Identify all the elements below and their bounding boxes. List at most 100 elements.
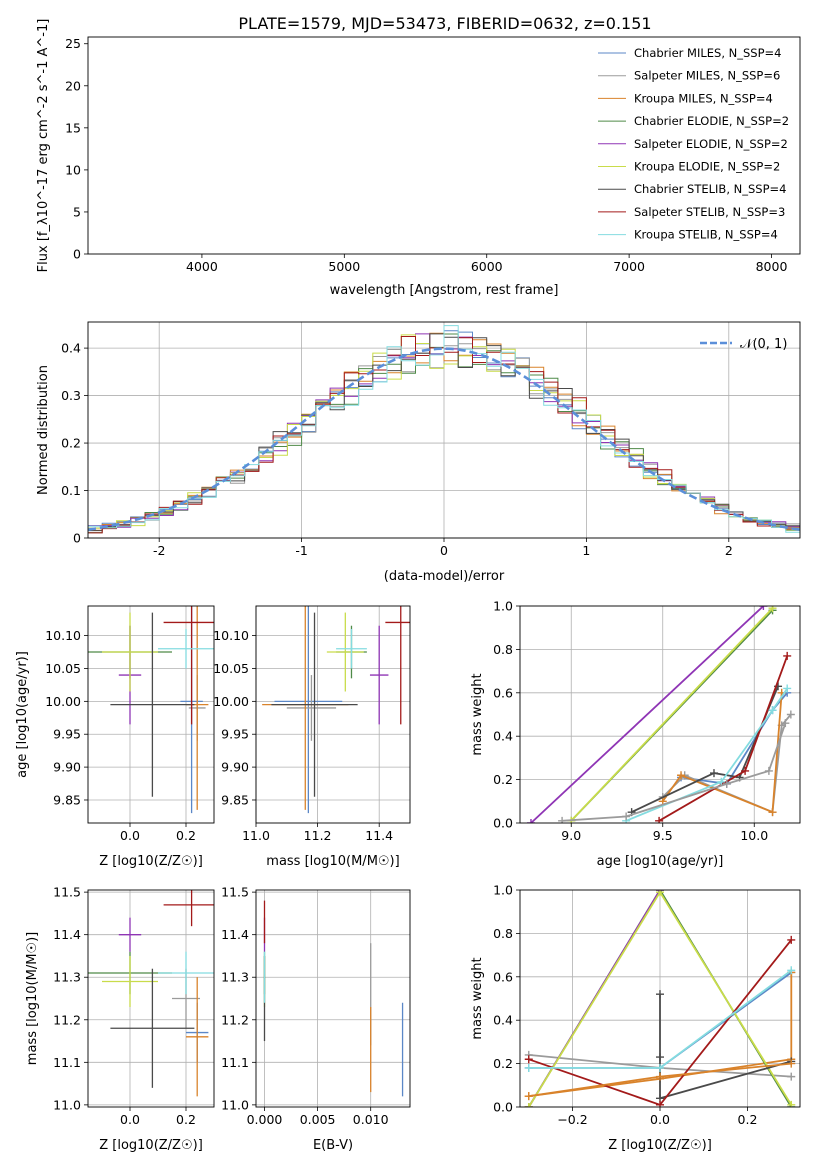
spectrum-ytick-label: 25 bbox=[65, 36, 81, 51]
weight_vs_age-line bbox=[661, 692, 783, 814]
mass_vs_Z-xlabel: Z [log10(Z/Z☉)] bbox=[99, 1138, 203, 1153]
weight_vs_Z-marker bbox=[656, 1100, 664, 1107]
spectrum-xtick-label: 7000 bbox=[613, 259, 645, 274]
mass_vs_ebv-ytick-label: 11.2 bbox=[221, 1012, 249, 1027]
mass_vs_ebv-plot-area bbox=[263, 900, 404, 1097]
weight_vs_age-frame bbox=[519, 605, 801, 824]
weight_vs_Z-plot-area bbox=[524, 890, 796, 1107]
weight_vs_Z-ytick-label: 0.8 bbox=[493, 926, 513, 941]
age_vs_mass-xtick-label: 11.2 bbox=[304, 828, 332, 843]
weight_vs_age-line bbox=[625, 687, 788, 822]
legend-label-8: Kroupa STELIB, N_SSP=4 bbox=[634, 228, 778, 242]
age_vs_Z-xlabel: Z [log10(Z/Z☉)] bbox=[99, 854, 203, 869]
weight_vs_age-marker bbox=[677, 771, 686, 780]
mass_vs_Z-ytick-label: 11.4 bbox=[53, 927, 81, 942]
mass_vs_Z-ytick-label: 11.0 bbox=[53, 1097, 81, 1112]
weight_vs_age-series-kroupa-elodie bbox=[567, 606, 777, 823]
mass_vs_Z-ytick-label: 11.1 bbox=[53, 1055, 81, 1070]
age_vs_Z-point-salpeter-stelib bbox=[163, 606, 214, 725]
spectrum-xtick-label: 6000 bbox=[471, 259, 503, 274]
weight_vs_age-marker bbox=[764, 766, 773, 775]
weight_vs_Z-xlabel: Z [log10(Z/Z☉)] bbox=[608, 1138, 712, 1153]
weight_vs_age-line bbox=[631, 685, 779, 813]
weight_vs_age-ytick-label: 0.0 bbox=[493, 816, 513, 831]
residuals-xtick-label: 2 bbox=[725, 543, 733, 558]
mass_vs_ebv-ytick-label: 11.0 bbox=[221, 1097, 249, 1112]
weight_vs_age-xtick-label: 9.0 bbox=[561, 828, 581, 843]
age_vs_Z-ytick-label: 10.10 bbox=[45, 628, 81, 643]
weight_vs_age-marker bbox=[717, 777, 726, 786]
mass_vs_ebv-xtick-label: 0.010 bbox=[353, 1112, 389, 1127]
mass_vs_Z-point-salpeter-stelib bbox=[163, 890, 214, 927]
weight_vs_Z-marker bbox=[787, 1072, 796, 1081]
weight_vs_age-marker bbox=[768, 706, 777, 715]
weight_vs_age-line bbox=[530, 606, 765, 823]
legend-label-2: Kroupa MILES, N_SSP=4 bbox=[634, 91, 773, 105]
spectrum-xtick-label: 5000 bbox=[328, 259, 360, 274]
age_vs_Z-point-chabrier-stelib bbox=[110, 612, 195, 797]
weight_vs_Z-xtick-label: 0.2 bbox=[738, 1112, 758, 1127]
weight_vs_age-series-chabrier-miles bbox=[677, 688, 792, 788]
residuals-ytick-label: 0.4 bbox=[61, 341, 81, 356]
mass_vs_ebv-ytick-label: 11.5 bbox=[221, 885, 249, 900]
weight_vs_age-ytick-label: 0.6 bbox=[493, 685, 513, 700]
weight_vs_Z-series-kroupa-miles bbox=[524, 1059, 796, 1101]
weight_vs_Z-marker bbox=[787, 1059, 796, 1068]
residuals-xtick-label: -1 bbox=[295, 543, 307, 558]
age_vs_Z-ytick-label: 10.00 bbox=[45, 694, 81, 709]
residuals-legend-label: 𝒩(0, 1) bbox=[740, 337, 787, 352]
spectrum-ytick-label: 10 bbox=[65, 162, 81, 177]
residuals-xtick-label: 0 bbox=[440, 543, 448, 558]
residuals-plot-area bbox=[88, 325, 800, 535]
weight_vs_Z-ytick-label: 0.6 bbox=[493, 969, 513, 984]
weight_vs_Z-series-salpeter-stelib bbox=[524, 935, 796, 1107]
age_vs_mass-point-chabrier-miles bbox=[274, 606, 343, 814]
weight_vs_Z-marker bbox=[656, 990, 664, 999]
spectrum-ytick-label: 5 bbox=[73, 204, 81, 219]
weight_vs_age-xtick-label: 9.5 bbox=[653, 828, 673, 843]
mass_vs_Z-xtick-label: 0.2 bbox=[176, 1112, 196, 1127]
mass_vs_ebv-xlabel: E(B-V) bbox=[313, 1138, 353, 1153]
mass_vs_Z-frame bbox=[87, 889, 215, 1108]
mass_vs_ebv-ytick-label: 11.4 bbox=[221, 927, 249, 942]
weight_vs_age-marker bbox=[526, 819, 535, 823]
weight_vs_Z-xtick-label: −0.2 bbox=[557, 1112, 587, 1127]
mass_vs_ebv-xtick-label: 0.005 bbox=[300, 1112, 336, 1127]
spectrum-ytick-label: 0 bbox=[73, 247, 81, 262]
weight_vs_age-marker bbox=[768, 606, 777, 613]
legend-label-0: Chabrier MILES, N_SSP=4 bbox=[634, 46, 781, 60]
mass_vs_Z-point-salpeter-elodie bbox=[118, 917, 142, 952]
weight_vs_age-series-salpeter-stelib bbox=[655, 651, 792, 823]
weight_vs_age-series-kroupa-miles bbox=[658, 688, 786, 817]
legend-label-4: Salpeter ELODIE, N_SSP=2 bbox=[634, 137, 788, 151]
weight_vs_age-plot-area bbox=[526, 606, 795, 823]
weight_vs_age-line bbox=[570, 607, 774, 822]
age_vs_mass-frame bbox=[255, 605, 411, 824]
residuals-xtick-label: 1 bbox=[582, 543, 590, 558]
weight_vs_age-marker bbox=[709, 769, 718, 778]
weight_vs_age-series-salpeter-miles bbox=[658, 710, 795, 817]
weight_vs_age-line bbox=[658, 655, 789, 822]
weight_vs_age-axes: 9.0 9.5 10.0 0.0 0.2 0.4 0.6 0.8 1.0 bbox=[493, 599, 800, 843]
weight_vs_age-ytick-label: 0.2 bbox=[493, 772, 513, 787]
weight_vs_age-ytick-label: 0.8 bbox=[493, 642, 513, 657]
weight_vs_age-marker bbox=[622, 812, 631, 821]
weight_vs_age-series-salpeter-elodie bbox=[526, 606, 768, 823]
weight_vs_Z-ytick-label: 0.0 bbox=[493, 1100, 513, 1115]
age_vs_Z-point-kroupa-elodie bbox=[102, 612, 158, 692]
weight_vs_age-xtick-label: 10.0 bbox=[740, 828, 768, 843]
mass_vs_Z-xtick-label: 0.0 bbox=[120, 1112, 140, 1127]
weight_vs_Z-line bbox=[659, 994, 792, 1100]
weight_vs_age-series-salpeter-miles bbox=[558, 719, 790, 823]
weight_vs_Z-marker bbox=[787, 1100, 796, 1107]
residuals-ylabel: Normed distribution bbox=[36, 365, 51, 495]
weight_vs_Z-marker bbox=[524, 1092, 533, 1101]
residuals-ytick-label: 0 bbox=[73, 531, 81, 546]
age_vs_Z-ytick-label: 9.95 bbox=[53, 727, 81, 742]
normal-reference-curve bbox=[88, 347, 800, 531]
age_vs_mass-point-salpeter-stelib bbox=[385, 606, 410, 725]
age_vs_mass-ytick-label: 10.00 bbox=[213, 694, 249, 709]
age_vs_Z-ytick-label: 9.90 bbox=[53, 760, 81, 775]
mass_vs_Z-ytick-label: 11.5 bbox=[53, 885, 81, 900]
weight_vs_Z-series-kroupa-stelib bbox=[524, 966, 796, 1072]
